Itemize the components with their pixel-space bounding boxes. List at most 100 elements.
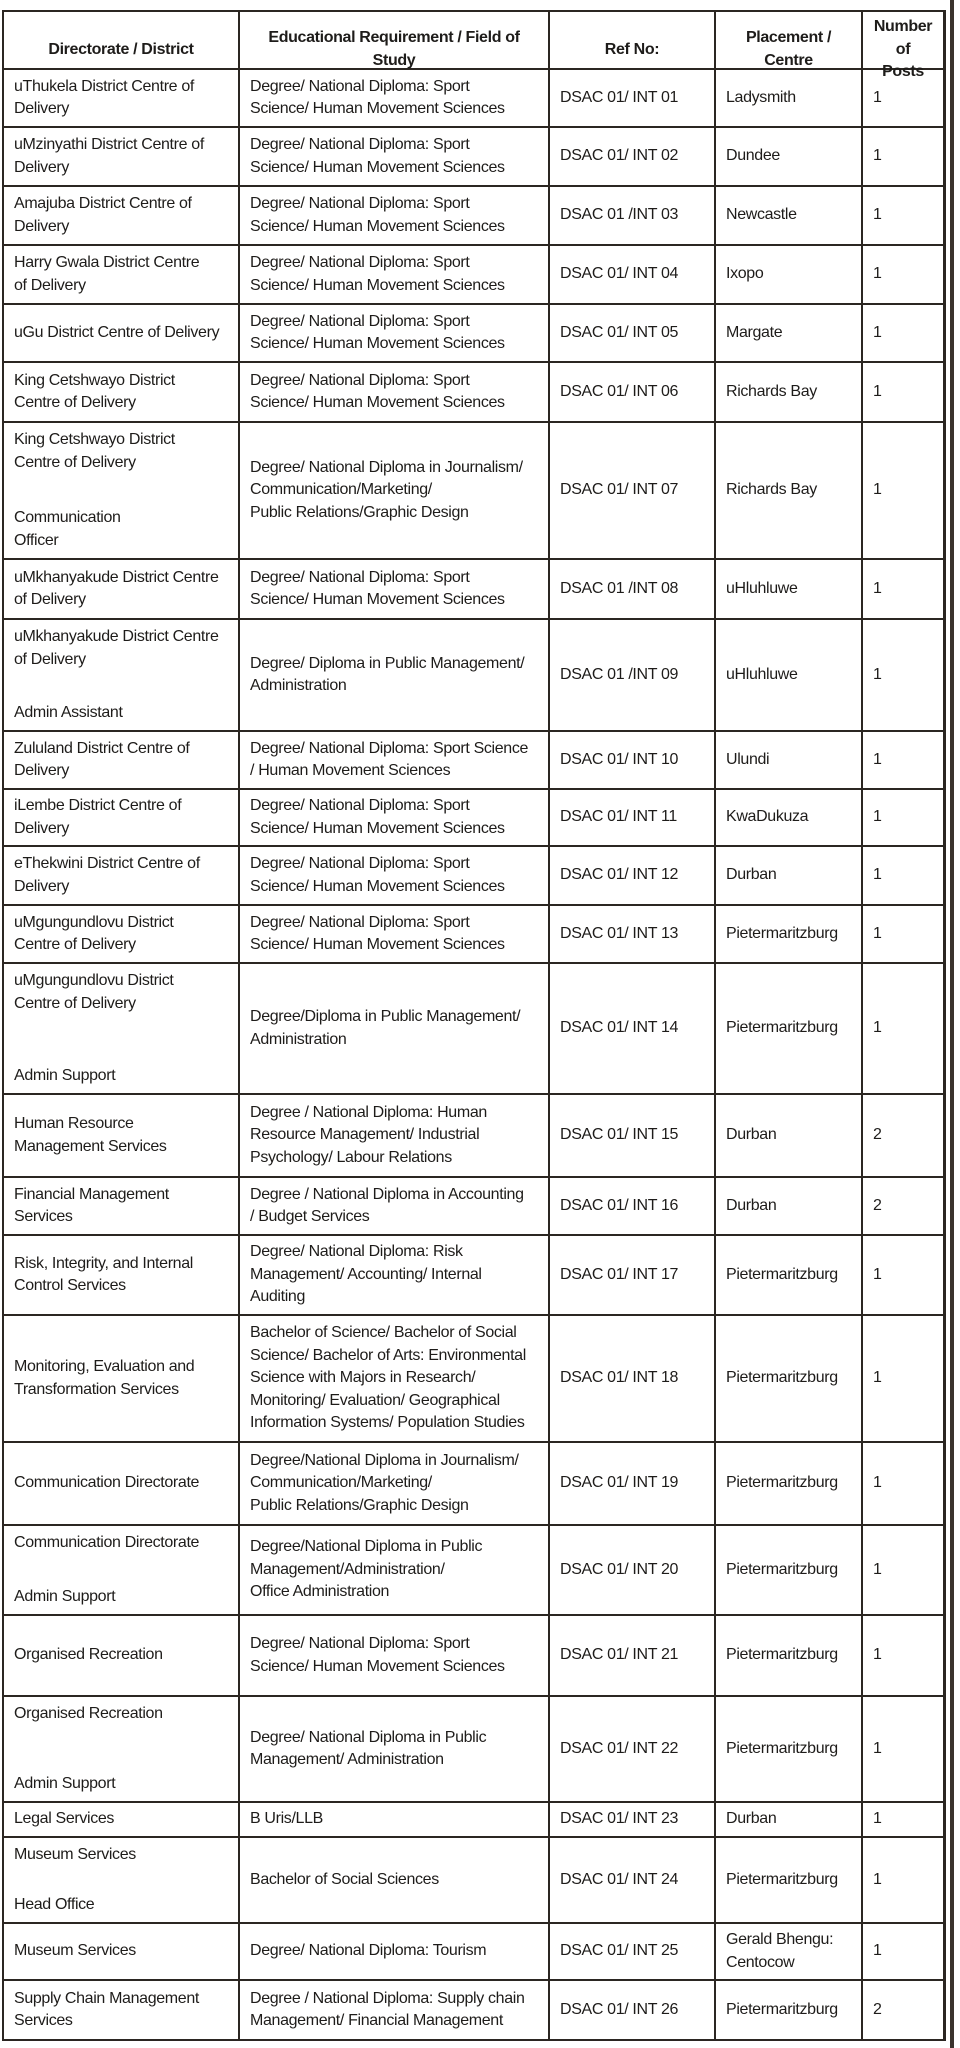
- directorate-name: Communication Directorate: [14, 1534, 200, 1551]
- cell-directorate: eThekwini District Centre of Delivery: [4, 847, 240, 904]
- cell-requirement: Degree/ National Diploma: Sport Science/…: [240, 363, 550, 421]
- header-posts: Number of Posts: [873, 18, 933, 80]
- directorate-name: uMzinyathi District Centre of Delivery: [14, 136, 204, 176]
- cell-requirement: Degree/ National Diploma: Sport Science/…: [240, 187, 550, 244]
- cell-directorate: King Cetshwayo District Centre of Delive…: [4, 363, 240, 421]
- table-row: Monitoring, Evaluation and Transformatio…: [4, 1316, 943, 1443]
- cell-requirement: Degree/National Diploma in Journalism/ C…: [240, 1443, 550, 1524]
- cell-requirement: Degree/ National Diploma in Public Manag…: [240, 1697, 550, 1801]
- cell-placement: KwaDukuza: [716, 790, 863, 845]
- cell-ref-no: DSAC 01/ INT 04: [550, 246, 716, 303]
- cell-requirement: Degree / National Diploma in Accounting …: [240, 1178, 550, 1234]
- table-row: uMgungundlovu District Centre of Deliver…: [4, 906, 943, 964]
- table-row: Risk, Integrity, and Internal Control Se…: [4, 1236, 943, 1316]
- cell-posts: 1: [873, 323, 882, 341]
- directorate-name: Harry Gwala District Centre of Delivery: [14, 254, 200, 294]
- cell-ref-no: DSAC 01/ INT 18: [550, 1316, 716, 1441]
- table-row: iLembe District Centre of Delivery Degree…: [4, 790, 943, 847]
- directorate-name: Human Resource Management Services: [14, 1115, 167, 1155]
- cell-requirement: Degree/ National Diploma: Sport Science/…: [240, 305, 550, 361]
- cell-ref-no: DSAC 01 /INT 09: [550, 620, 716, 730]
- cell-placement: Margate: [716, 305, 863, 361]
- table-row: uMkhanyakude District Centre of Delivery…: [4, 560, 943, 620]
- cell-ref-no: DSAC 01/ INT 13: [550, 906, 716, 962]
- cell-requirement: Degree/ National Diploma: Sport Science/…: [240, 1616, 550, 1695]
- cell-placement: Durban: [716, 1178, 863, 1234]
- table-row: King Cetshwayo District Centre of Delive…: [4, 423, 943, 560]
- cell-placement: Pietermaritzburg: [716, 1981, 863, 2039]
- cell-requirement: Degree/ National Diploma: Sport Science/…: [240, 128, 550, 185]
- cell-posts: 1: [873, 1942, 882, 1960]
- cell-ref-no: DSAC 01/ INT 11: [550, 790, 716, 845]
- post-title: Admin Support: [14, 1066, 116, 1084]
- cell-posts: 2: [873, 1126, 882, 1144]
- header-requirement: Educational Requirement / Field of Study: [240, 12, 550, 88]
- cell-directorate: Museum Services Head Office: [4, 1838, 240, 1922]
- cell-requirement: Degree/ National Diploma in Journalism/ …: [240, 423, 550, 558]
- table-row: Communication Directorate Admin Support De…: [4, 1526, 943, 1616]
- cell-directorate: Museum Services: [4, 1924, 240, 1979]
- cell-ref-no: DSAC 01/ INT 10: [550, 732, 716, 788]
- cell-ref-no: DSAC 01/ INT 14: [550, 964, 716, 1093]
- table-row: Financial Management Services Degree / Na…: [4, 1178, 943, 1236]
- cell-ref-no: DSAC 01/ INT 01: [550, 70, 716, 126]
- cell-directorate: Harry Gwala District Centre of Delivery: [4, 246, 240, 303]
- cell-placement: Durban: [716, 847, 863, 904]
- table-row: Legal Services B Uris/LLB DSAC 01/ INT 23 D…: [4, 1803, 943, 1838]
- cell-directorate: uGu District Centre of Delivery: [4, 305, 240, 361]
- cell-directorate: uMgungundlovu District Centre of Deliver…: [4, 906, 240, 962]
- directorate-name: Organised Recreation: [14, 1646, 163, 1664]
- cell-directorate: King Cetshwayo District Centre of Delive…: [4, 423, 240, 558]
- directorate-name: Risk, Integrity, and Internal Control Se…: [14, 1254, 193, 1295]
- directorate-name: uMgungundlovu District Centre of Deliver…: [14, 913, 174, 954]
- cell-directorate: Zululand District Centre of Delivery: [4, 732, 240, 788]
- cell-ref-no: DSAC 01/ INT 20: [550, 1526, 716, 1614]
- directorate-name: iLembe District Centre of Delivery: [14, 797, 182, 837]
- directorate-name: Zululand District Centre of Delivery: [14, 739, 190, 780]
- cell-ref-no: DSAC 01/ INT 12: [550, 847, 716, 904]
- cell-posts: 1: [873, 1265, 882, 1283]
- cell-posts: 1: [873, 1870, 882, 1888]
- cell-posts: 1: [873, 665, 882, 683]
- cell-ref-no: DSAC 01/ INT 05: [550, 305, 716, 361]
- directorate-name: uMkhanyakude District Centre of Delivery: [14, 568, 219, 609]
- cell-posts: 1: [873, 481, 882, 499]
- cell-directorate: uMkhanyakude District Centre of Delivery: [4, 560, 240, 618]
- cell-posts: 1: [873, 382, 882, 400]
- table-row: Amajuba District Centre of Delivery Degre…: [4, 187, 943, 246]
- table-row: Human Resource Management Services Degree…: [4, 1095, 943, 1178]
- table-row: uGu District Centre of Delivery Degree/ N…: [4, 305, 943, 363]
- cell-requirement: Degree/ National Diploma: Sport Science/…: [240, 906, 550, 962]
- cell-directorate: Communication Directorate: [4, 1443, 240, 1524]
- cell-ref-no: DSAC 01/ INT 17: [550, 1236, 716, 1314]
- cell-ref-no: DSAC 01/ INT 07: [550, 423, 716, 558]
- cell-requirement: Degree/Diploma in Public Management/ Adm…: [240, 964, 550, 1093]
- cell-posts: 1: [873, 1369, 882, 1387]
- table-row: Supply Chain Management Services Degree /…: [4, 1981, 943, 2039]
- cell-directorate: Monitoring, Evaluation and Transformatio…: [4, 1316, 240, 1441]
- cell-posts: 1: [873, 924, 882, 942]
- cell-directorate: Financial Management Services: [4, 1178, 240, 1234]
- cell-requirement: Bachelor of Social Sciences: [240, 1838, 550, 1922]
- cell-placement: Pietermaritzburg: [716, 1616, 863, 1695]
- directorate-name: King Cetshwayo District Centre of Delive…: [14, 371, 175, 412]
- cell-placement: Ladysmith: [716, 70, 863, 126]
- directorate-name: uMkhanyakude District Centre of Delivery: [14, 628, 219, 668]
- cell-posts: 1: [873, 750, 882, 768]
- cell-requirement: Degree/National Diploma in Public Manage…: [240, 1526, 550, 1614]
- cell-directorate: Legal Services: [4, 1803, 240, 1836]
- header-ref-no: Ref No:: [550, 12, 716, 88]
- cell-ref-no: DSAC 01/ INT 24: [550, 1838, 716, 1922]
- cell-ref-no: DSAC 01/ INT 26: [550, 1981, 716, 2039]
- cell-requirement: Degree/ National Diploma: Sport Science/…: [240, 560, 550, 618]
- table-row: uMzinyathi District Centre of Delivery De…: [4, 128, 943, 187]
- directorate-name: Financial Management Services: [14, 1185, 169, 1226]
- cell-directorate: uMgungundlovu District Centre of Deliver…: [4, 964, 240, 1093]
- page-edge: [950, 0, 954, 2048]
- cell-posts: 1: [873, 206, 882, 224]
- cell-posts: 1: [873, 1739, 882, 1757]
- cell-directorate: Organised Recreation: [4, 1616, 240, 1695]
- cell-posts: 1: [873, 1474, 882, 1492]
- cell-placement: Pietermaritzburg: [716, 1526, 863, 1614]
- cell-placement: Dundee: [716, 128, 863, 185]
